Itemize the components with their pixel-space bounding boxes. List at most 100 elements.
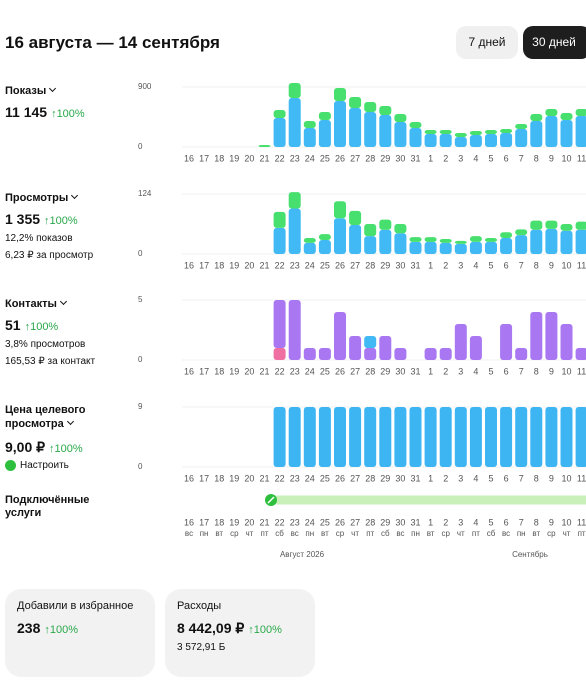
bar-segment: [560, 113, 573, 120]
bar-segment: [364, 336, 377, 348]
metric-label: Цена целевого просмотра: [5, 403, 100, 431]
metric-value: 1 355: [5, 211, 41, 227]
bar-segment: [273, 118, 286, 147]
x-tick-label: 22: [275, 260, 285, 270]
x-tick-label: 5: [488, 473, 493, 483]
bar-segment: [575, 221, 586, 230]
bar-segment: [424, 134, 437, 147]
x-tick-label: 23: [290, 366, 300, 376]
x-tick-label: 23: [290, 260, 300, 270]
x-tick-label: 20: [244, 517, 254, 527]
metric-label-text: Контакты: [5, 298, 57, 310]
card[interactable]: Добавили в избранное 238 ↑100%: [5, 589, 155, 677]
x-tick-label: 30: [395, 260, 405, 270]
bar-segment: [485, 130, 497, 134]
x-tick-label: 31: [410, 517, 420, 527]
card-extra: 3 572,91 Б: [177, 642, 226, 653]
weekday-label: ср: [547, 529, 556, 538]
page-title: 16 августа — 14 сентября: [5, 33, 220, 52]
card[interactable]: Расходы 8 442,09 ₽ ↑100% 3 572,91 Б: [165, 589, 315, 677]
x-tick-label: 11: [577, 153, 586, 163]
bar-segment: [485, 241, 497, 254]
bar-segment: [288, 83, 301, 98]
bar-segment: [545, 312, 558, 360]
x-tick-label: 29: [380, 473, 390, 483]
bar-segment: [424, 130, 437, 134]
bar-segment: [515, 348, 528, 360]
x-tick-label: 16: [184, 366, 194, 376]
weekday-label: пн: [517, 529, 526, 538]
x-tick-label: 24: [305, 260, 315, 270]
month-label: Август 2026: [280, 550, 325, 559]
weekday-label: вс: [185, 529, 193, 538]
x-tick-label: 28: [365, 260, 375, 270]
x-tick-label: 30: [395, 366, 405, 376]
period-button[interactable]: 7 дней: [456, 26, 518, 59]
bar-segment: [515, 124, 528, 129]
x-tick-label: 7: [519, 366, 524, 376]
bar-segment: [394, 407, 407, 467]
bar-segment: [424, 241, 437, 254]
card-change: ↑100%: [248, 624, 282, 636]
metric-total: 51 ↑100%: [5, 317, 58, 333]
x-tick-label: 19: [229, 517, 239, 527]
x-tick-label: 4: [473, 517, 478, 527]
x-tick-label: 27: [350, 473, 360, 483]
service-icon-mark: [267, 496, 275, 504]
x-tick-label: 16: [184, 517, 194, 527]
weekday-label: вт: [215, 529, 223, 538]
bar-segment: [545, 220, 558, 229]
chevron: [59, 297, 67, 306]
x-tick-label: 3: [458, 260, 463, 270]
y-tick-label: 124: [138, 189, 152, 198]
x-tick-label: 2: [443, 517, 448, 527]
metric-label: Контакты: [5, 297, 100, 311]
bar-segment: [409, 237, 422, 242]
bar-segment: [545, 228, 558, 254]
x-tick-label: 21: [259, 517, 269, 527]
x-tick-label: 5: [488, 260, 493, 270]
bar-segment: [273, 110, 286, 118]
x-tick-label: 30: [395, 473, 405, 483]
x-tick-label: 18: [214, 153, 224, 163]
metric-value: 51: [5, 317, 21, 333]
metric-detail: 6,23 ₽ за просмотр: [5, 250, 94, 261]
metric-total: 11 145 ↑100%: [5, 104, 85, 120]
bar-segment: [273, 407, 286, 467]
metric-change: ↑100%: [24, 321, 59, 333]
x-tick-label: 8: [534, 517, 539, 527]
weekday-label: ср: [336, 529, 345, 538]
weekday-label: ср: [441, 529, 450, 538]
bar-segment: [394, 114, 407, 122]
card-change: ↑100%: [44, 624, 78, 636]
bar-segment: [303, 407, 316, 467]
card-value-text: 238: [17, 620, 41, 636]
bar-segment: [545, 109, 558, 116]
bar-segment: [379, 115, 392, 147]
x-tick-label: 27: [350, 260, 360, 270]
card-value: 8 442,09 ₽ ↑100%: [177, 620, 282, 637]
period-button[interactable]: 30 дней: [523, 26, 586, 59]
y-tick-label: 5: [138, 295, 143, 304]
x-tick-label: 6: [504, 473, 509, 483]
bar-segment: [439, 242, 452, 254]
bar-segment: [575, 348, 586, 360]
x-tick-label: 3: [458, 366, 463, 376]
bar-segment: [273, 300, 286, 348]
weekday-label: вт: [427, 529, 435, 538]
setup-link[interactable]: Настроить: [20, 460, 69, 471]
bar-segment: [303, 121, 316, 128]
bar-segment: [500, 232, 513, 239]
card-title: Добавили в избранное: [17, 600, 134, 612]
x-tick-label: 24: [305, 366, 315, 376]
x-tick-label: 24: [305, 517, 315, 527]
x-tick-label: 21: [259, 366, 269, 376]
weekday-label: пт: [578, 529, 586, 538]
x-tick-label: 22: [275, 517, 285, 527]
x-tick-label: 25: [320, 366, 330, 376]
bar-segment: [575, 229, 586, 254]
x-tick-label: 18: [214, 260, 224, 270]
metric-label-text: Цена целевого просмотра: [5, 404, 86, 430]
chevron: [66, 417, 74, 426]
